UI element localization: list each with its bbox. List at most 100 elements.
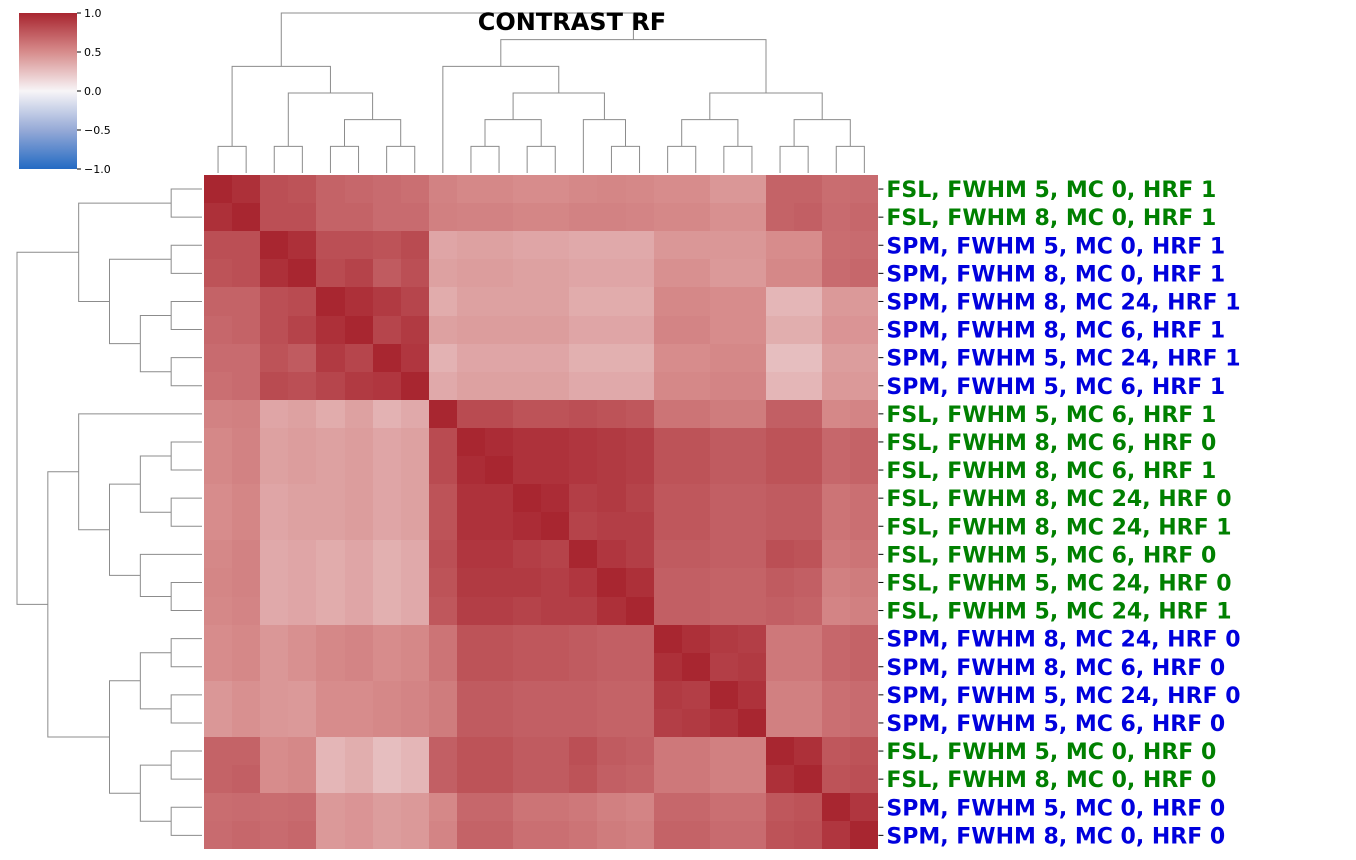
heatmap-cell <box>654 793 682 821</box>
heatmap-cell <box>738 681 766 709</box>
heatmap-cell <box>766 484 794 512</box>
heatmap-cell <box>794 372 822 400</box>
heatmap-cell <box>541 512 569 540</box>
heatmap-cell <box>457 428 485 456</box>
heatmap-cell <box>569 259 597 287</box>
heatmap-cell <box>345 175 373 203</box>
heatmap-cell <box>597 428 626 456</box>
heatmap-cell <box>794 259 822 287</box>
heatmap-cell <box>850 175 878 203</box>
heatmap-cell <box>597 737 626 765</box>
top-dendrogram-link <box>526 145 556 173</box>
top-dendrogram-link <box>231 65 331 147</box>
heatmap-cell <box>654 456 682 484</box>
heatmap-cell <box>794 512 822 540</box>
heatmap-cell <box>654 625 682 653</box>
heatmap-cell <box>457 287 485 316</box>
heatmap-cell <box>232 568 260 597</box>
chart-title: CONTRAST RF <box>477 8 667 36</box>
heatmap-cell <box>597 512 626 540</box>
heatmap-cell <box>316 344 345 372</box>
heatmap-cell <box>429 316 457 344</box>
heatmap-cell <box>682 625 710 653</box>
heatmap-cell <box>401 765 429 793</box>
heatmap-cell <box>316 372 345 400</box>
heatmap-cell <box>654 737 682 765</box>
heatmap-cell <box>401 456 429 484</box>
left-dendrogram-link <box>16 251 79 605</box>
heatmap-cell <box>429 203 457 231</box>
top-dendrogram-link <box>217 145 247 173</box>
heatmap-cell <box>232 175 260 203</box>
heatmap-cell <box>710 231 738 259</box>
heatmap-cell <box>373 316 401 344</box>
heatmap-cell <box>260 568 288 597</box>
heatmap-cell <box>513 344 541 372</box>
heatmap-cell <box>401 625 429 653</box>
heatmap-cell <box>429 765 457 793</box>
heatmap-cell <box>485 568 513 597</box>
heatmap-cell <box>345 709 373 737</box>
heatmap-cell <box>766 428 794 456</box>
heatmap-cell <box>682 259 710 287</box>
heatmap-cell <box>429 512 457 540</box>
heatmap-cell <box>569 372 597 400</box>
heatmap-cell <box>513 400 541 428</box>
heatmap-cell <box>260 259 288 287</box>
heatmap-cell <box>766 231 794 259</box>
heatmap-cell <box>288 203 316 231</box>
heatmap-cell <box>373 344 401 372</box>
heatmap-cell <box>738 175 766 203</box>
row-labels: FSL, FWHM 5, MC 0, HRF 1 FSL, FWHM 8, MC … <box>878 178 1241 849</box>
heatmap-cell <box>288 568 316 597</box>
heatmap-cell <box>345 231 373 259</box>
heatmap-cell <box>597 709 626 737</box>
heatmap-cell <box>345 681 373 709</box>
heatmap-cell <box>766 316 794 344</box>
heatmap-cell <box>345 400 373 428</box>
heatmap-cell <box>822 231 850 259</box>
heatmap-cell <box>626 765 654 793</box>
heatmap-cell <box>429 484 457 512</box>
heatmap-cell <box>626 203 654 231</box>
heatmap-cell <box>485 681 513 709</box>
heatmap-cell <box>822 175 850 203</box>
heatmap-cell <box>429 653 457 681</box>
heatmap-cell <box>654 203 682 231</box>
heatmap-cell <box>345 203 373 231</box>
heatmap-cell <box>710 344 738 372</box>
heatmap-cell <box>401 737 429 765</box>
heatmap-cell <box>485 512 513 540</box>
heatmap-cell <box>457 737 485 765</box>
heatmap-cell <box>260 793 288 821</box>
heatmap-cell <box>850 625 878 653</box>
heatmap-cell <box>850 316 878 344</box>
heatmap-cell <box>232 287 260 316</box>
heatmap-cell <box>541 821 569 849</box>
heatmap-cell <box>766 568 794 597</box>
heatmap-cell <box>569 821 597 849</box>
heatmap-cell <box>626 372 654 400</box>
heatmap-cell <box>485 765 513 793</box>
heatmap-cell <box>597 259 626 287</box>
heatmap-cell <box>569 400 597 428</box>
heatmap-cell <box>626 709 654 737</box>
heatmap-cell <box>569 484 597 512</box>
heatmap-cell <box>485 203 513 231</box>
heatmap-cell <box>457 203 485 231</box>
heatmap-cell <box>738 709 766 737</box>
heatmap-cell <box>822 484 850 512</box>
heatmap-cell <box>204 793 232 821</box>
heatmap-cell <box>288 737 316 765</box>
heatmap-cell <box>232 456 260 484</box>
top-dendrogram-link <box>723 145 753 173</box>
heatmap-cell <box>485 456 513 484</box>
heatmap-cell <box>457 512 485 540</box>
heatmap-cell <box>541 765 569 793</box>
heatmap-cell <box>401 512 429 540</box>
heatmap-cell <box>429 625 457 653</box>
heatmap-cell <box>766 400 794 428</box>
heatmap-cell <box>513 793 541 821</box>
heatmap-cell <box>232 400 260 428</box>
heatmap-cell <box>485 653 513 681</box>
